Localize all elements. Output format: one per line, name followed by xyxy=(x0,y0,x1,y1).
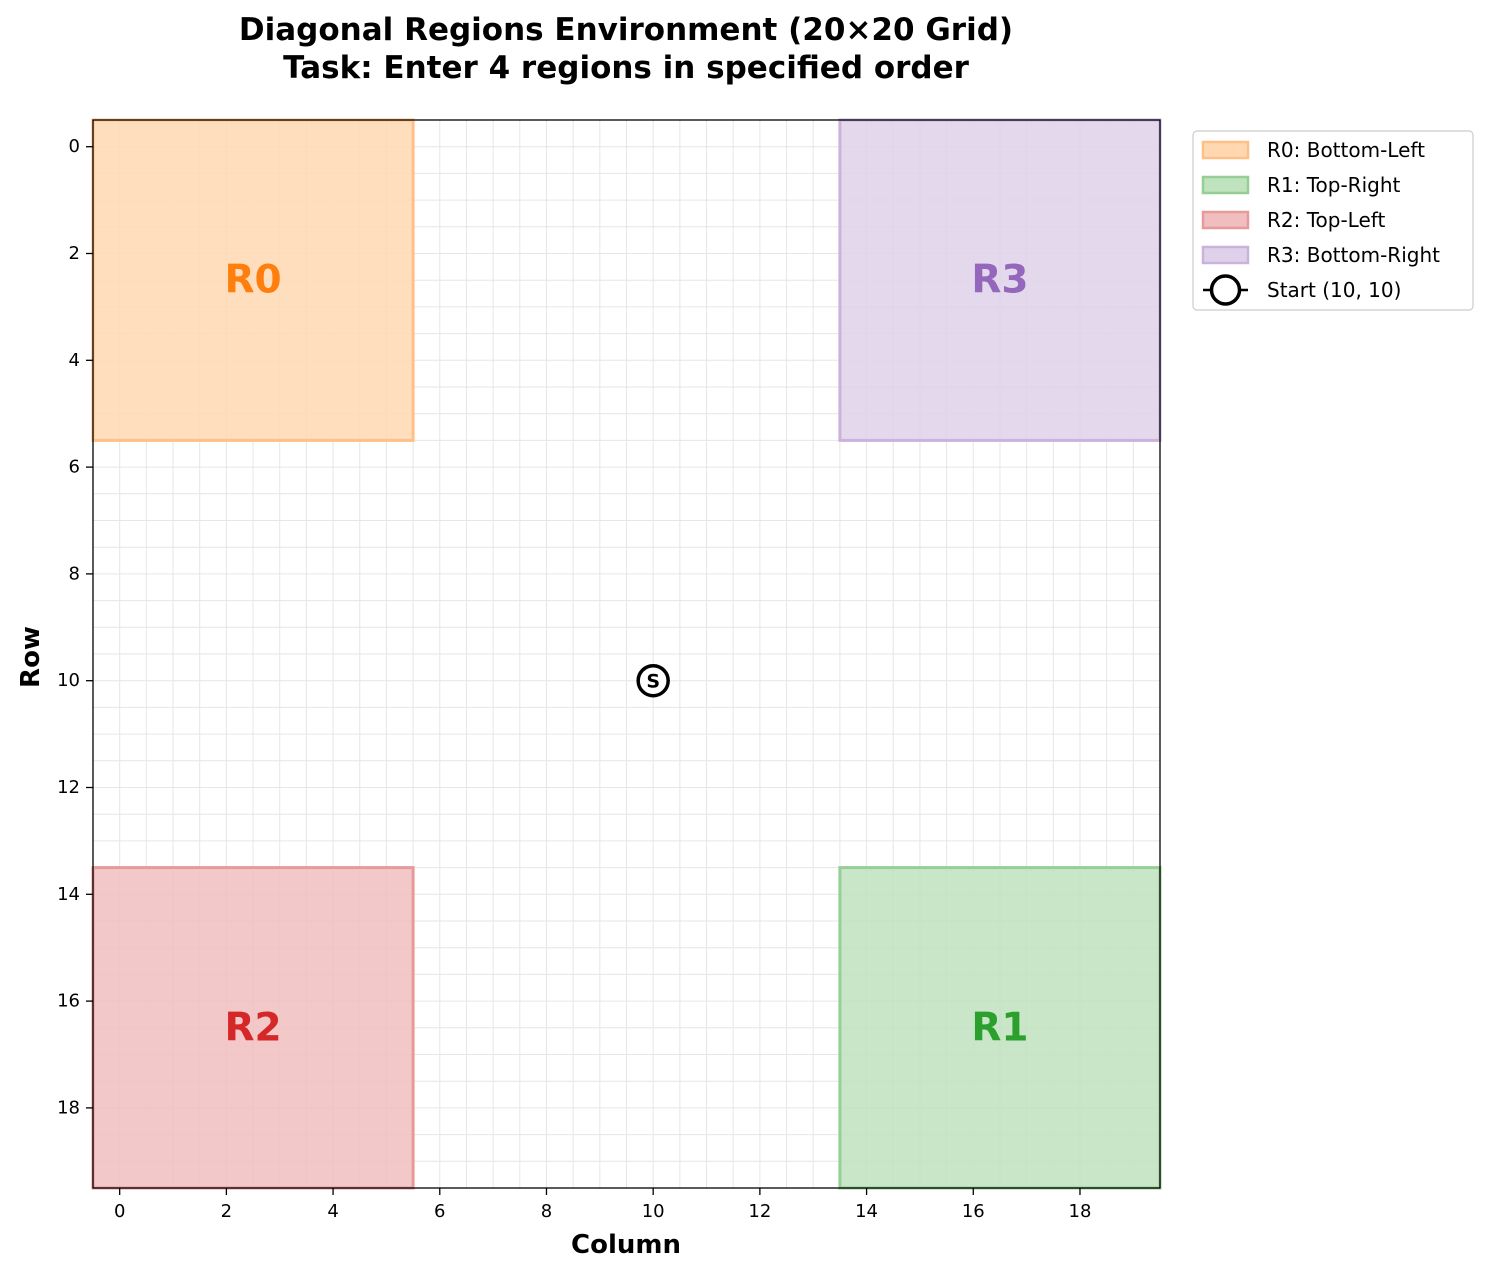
y-tick-label: 16 xyxy=(57,991,80,1012)
region-r1 xyxy=(838,866,1162,1190)
x-tick-label: 8 xyxy=(541,1201,552,1222)
x-tick-label: 2 xyxy=(221,1201,232,1222)
legend-start-circle-icon xyxy=(1209,274,1242,306)
y-tick-label: 12 xyxy=(57,777,80,798)
y-tick-label: 10 xyxy=(57,670,80,691)
legend-swatch-r1 xyxy=(1201,175,1250,195)
region-r3 xyxy=(838,118,1162,442)
region-label-r1: R1 xyxy=(971,1005,1028,1050)
legend-swatch-r2 xyxy=(1201,210,1250,230)
chart-title-line-1: Diagonal Regions Environment (20×20 Grid… xyxy=(239,12,1013,48)
plot-frame xyxy=(92,119,1161,1189)
legend-label-r0: R0: Bottom-Left xyxy=(1267,138,1425,162)
start-marker-label: S xyxy=(646,671,660,693)
x-tick-label: 12 xyxy=(748,1201,771,1222)
x-tick-label: 10 xyxy=(642,1201,665,1222)
legend-frame xyxy=(1192,130,1474,311)
x-axis-label: Column xyxy=(571,1230,681,1260)
x-tick-label: 4 xyxy=(327,1201,338,1222)
y-tick-label: 0 xyxy=(69,136,80,157)
legend-label-r2: R2: Top-Left xyxy=(1267,208,1385,232)
x-axis-ticks: 0 2 4 6 8 10 12 14 16 18 xyxy=(114,1188,1091,1222)
x-tick-label: 18 xyxy=(1069,1201,1092,1222)
x-tick-label: 16 xyxy=(962,1201,985,1222)
start-circle xyxy=(636,663,670,698)
legend-swatch-r0 xyxy=(1201,140,1250,160)
y-tick-label: 2 xyxy=(69,243,80,264)
legend: R0: Bottom-Left R1: Top-Right R2: Top-Left… xyxy=(1192,130,1474,311)
region-label-r2: R2 xyxy=(224,1005,281,1050)
y-axis-label: Row xyxy=(16,626,46,688)
plot-area: R0 R1 R2 R3 S xyxy=(91,118,1162,1190)
y-tick-label: 6 xyxy=(69,457,80,478)
region-label-r3: R3 xyxy=(971,258,1028,303)
legend-label-start: Start (10, 10) xyxy=(1267,278,1401,302)
y-tick-label: 14 xyxy=(57,884,80,905)
region-r2 xyxy=(91,866,415,1190)
y-tick-label: 4 xyxy=(69,350,80,371)
x-tick-label: 6 xyxy=(434,1201,445,1222)
x-tick-label: 0 xyxy=(114,1201,125,1222)
legend-label-r3: R3: Bottom-Right xyxy=(1267,243,1440,267)
y-tick-label: 18 xyxy=(57,1097,80,1118)
legend-swatch-r3 xyxy=(1201,245,1250,265)
x-tick-label: 14 xyxy=(855,1201,878,1222)
region-r0 xyxy=(91,118,415,442)
start-marker: S xyxy=(636,663,670,698)
regions: R0 R1 R2 R3 xyxy=(91,118,1162,1190)
y-tick-label: 8 xyxy=(69,563,80,584)
legend-label-r1: R1: Top-Right xyxy=(1267,173,1401,197)
region-label-r0: R0 xyxy=(224,258,281,303)
chart-title-line-2: Task: Enter 4 regions in specified order xyxy=(283,50,970,86)
y-axis-ticks: 0 2 4 6 8 10 12 14 16 18 xyxy=(57,136,93,1118)
